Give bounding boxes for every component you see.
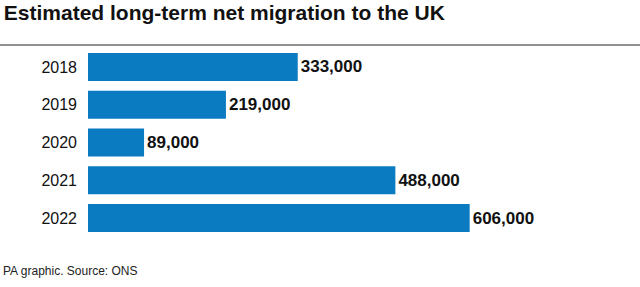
svg-text:2019: 2019 xyxy=(41,96,77,113)
svg-text:2018: 2018 xyxy=(41,59,77,76)
svg-text:2020: 2020 xyxy=(41,134,77,151)
svg-text:Estimated long-term net migrat: Estimated long-term net migration to the… xyxy=(4,1,445,24)
svg-text:488,000: 488,000 xyxy=(398,171,459,190)
svg-text:219,000: 219,000 xyxy=(229,95,290,114)
svg-text:2022: 2022 xyxy=(41,210,77,227)
svg-text:2021: 2021 xyxy=(41,172,77,189)
svg-text:333,000: 333,000 xyxy=(301,57,362,76)
svg-text:89,000: 89,000 xyxy=(147,133,199,152)
svg-text:PA graphic. Source: ONS: PA graphic. Source: ONS xyxy=(3,264,138,278)
svg-text:606,000: 606,000 xyxy=(473,209,534,228)
